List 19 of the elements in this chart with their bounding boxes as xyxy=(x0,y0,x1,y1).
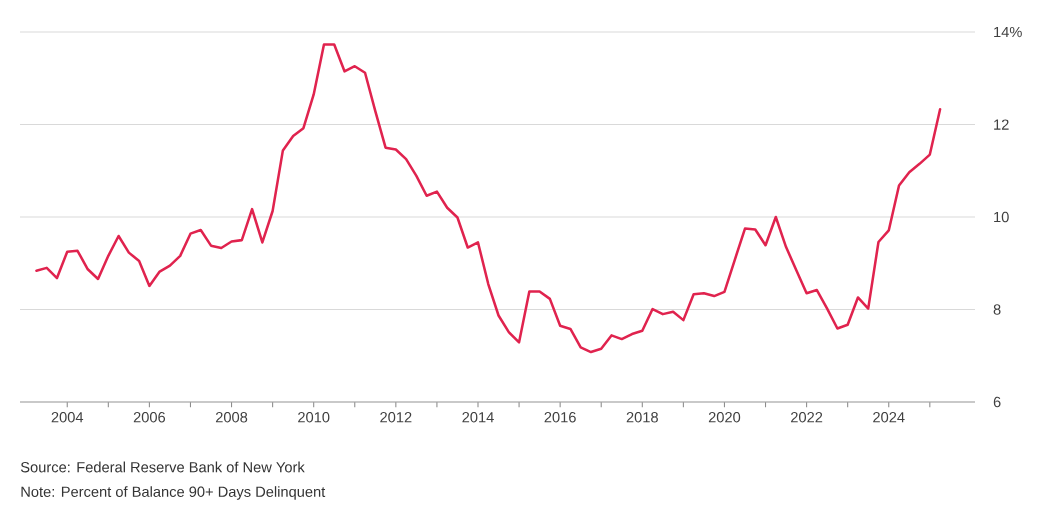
source-note: Source: Federal Reserve Bank of New York xyxy=(20,461,305,473)
text: Note: Percent of Balance 90+ Days Delinquent xyxy=(21,486,326,500)
y-tick-label: 8 xyxy=(993,304,1001,315)
x-tick-label: 2008 xyxy=(215,412,248,423)
x-tick-label: 2014 xyxy=(462,412,494,423)
y-tick-label: 14% xyxy=(994,26,1022,38)
line-series xyxy=(35,43,942,354)
y-tick-label: 6 xyxy=(993,396,1001,408)
x-tick-label: 2016 xyxy=(544,412,576,423)
x-tick-label: 2010 xyxy=(298,412,330,423)
x-tick-label: 2006 xyxy=(133,412,166,423)
x-tick-label: 2012 xyxy=(380,412,412,423)
x-tick-label: 2020 xyxy=(708,412,741,423)
x-tick-label: 2004 xyxy=(51,412,84,423)
x-tick-label: 2024 xyxy=(873,412,905,423)
y-tick-label: 12 xyxy=(994,119,1009,130)
x-tick-label: 2022 xyxy=(791,412,823,423)
x-tick-label: 2018 xyxy=(626,412,658,423)
y-tick-label: 10 xyxy=(994,211,1009,223)
